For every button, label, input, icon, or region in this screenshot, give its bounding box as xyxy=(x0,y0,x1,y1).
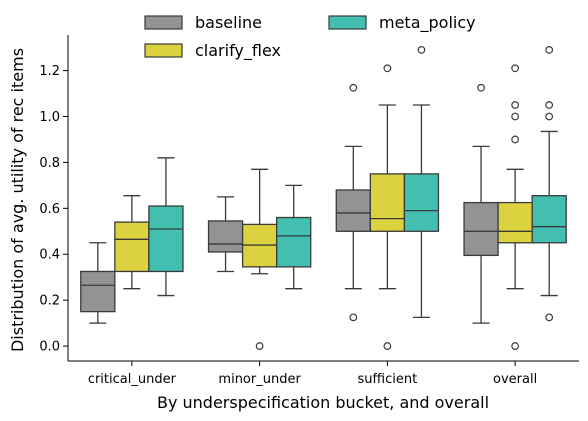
box-iqr xyxy=(114,221,150,273)
box-baseline-critical_under xyxy=(80,242,116,324)
box-iqr xyxy=(207,220,244,253)
y-tick-label: 1.2 xyxy=(39,64,60,79)
box-meta_policy-critical_under xyxy=(148,157,184,297)
box-clarify_flex-overall xyxy=(497,64,533,350)
legend-label: baseline xyxy=(195,13,262,32)
box-iqr xyxy=(335,189,371,232)
box-meta_policy-sufficient xyxy=(403,46,440,319)
legend-item-meta_policy: meta_policy xyxy=(328,13,476,33)
outlier-point xyxy=(511,135,520,144)
y-tick-label: 0.6 xyxy=(39,202,60,217)
box-meta_policy-overall xyxy=(531,46,567,322)
x-axis-label: By underspecification bucket, and overal… xyxy=(157,393,489,412)
box-clarify_flex-minor_under xyxy=(241,168,278,350)
outlier-point xyxy=(545,313,554,322)
outlier-point xyxy=(383,342,392,350)
outlier-point xyxy=(477,83,485,92)
x-tick-label: minor_under xyxy=(218,372,301,387)
legend-label: meta_policy xyxy=(379,13,476,33)
box-iqr xyxy=(369,173,406,232)
legend-item-baseline: baseline xyxy=(144,13,262,32)
legend-swatch xyxy=(328,15,367,30)
legend: baseline clarify_flex meta_policy xyxy=(144,13,476,61)
y-tick-label: 1.0 xyxy=(39,110,60,125)
y-tick-label: 0.8 xyxy=(39,156,60,171)
legend-item-clarify_flex: clarify_flex xyxy=(144,41,281,61)
y-tick-label: 0.4 xyxy=(39,248,60,263)
outlier-point xyxy=(545,112,554,121)
outlier-point xyxy=(511,112,520,121)
box-baseline-overall xyxy=(463,83,499,324)
box-clarify_flex-sufficient xyxy=(369,64,406,350)
outlier-point xyxy=(383,64,392,73)
y-axis-label: Distribution of avg. utility of rec item… xyxy=(8,48,27,352)
legend-swatch xyxy=(144,15,183,30)
x-tick-label: overall xyxy=(493,372,537,387)
outlier-point xyxy=(417,46,426,54)
y-tick-label: 0.0 xyxy=(39,340,60,355)
box-iqr xyxy=(531,195,567,244)
outlier-point xyxy=(511,101,520,109)
outlier-point xyxy=(545,46,554,54)
outlier-point xyxy=(255,342,264,350)
box-baseline-minor_under xyxy=(207,196,244,273)
legend-swatch xyxy=(144,43,183,58)
box-iqr xyxy=(276,216,312,268)
outlier-point xyxy=(511,64,520,73)
x-tick-label: sufficient xyxy=(358,372,418,387)
outlier-point xyxy=(349,83,358,92)
y-tick-label: 0.2 xyxy=(39,294,60,309)
box-iqr xyxy=(497,201,533,244)
box-iqr xyxy=(403,173,440,232)
box-iqr xyxy=(463,201,499,257)
legend-label: clarify_flex xyxy=(195,41,281,61)
box-baseline-sufficient xyxy=(335,83,371,322)
x-tick-label: critical_under xyxy=(88,372,177,387)
box-iqr xyxy=(80,270,116,313)
outlier-point xyxy=(349,313,358,322)
outlier-point xyxy=(511,342,520,350)
outlier-point xyxy=(545,101,554,109)
box-meta_policy-minor_under xyxy=(276,184,312,290)
box-iqr xyxy=(148,205,184,273)
box-clarify_flex-critical_under xyxy=(114,195,150,290)
